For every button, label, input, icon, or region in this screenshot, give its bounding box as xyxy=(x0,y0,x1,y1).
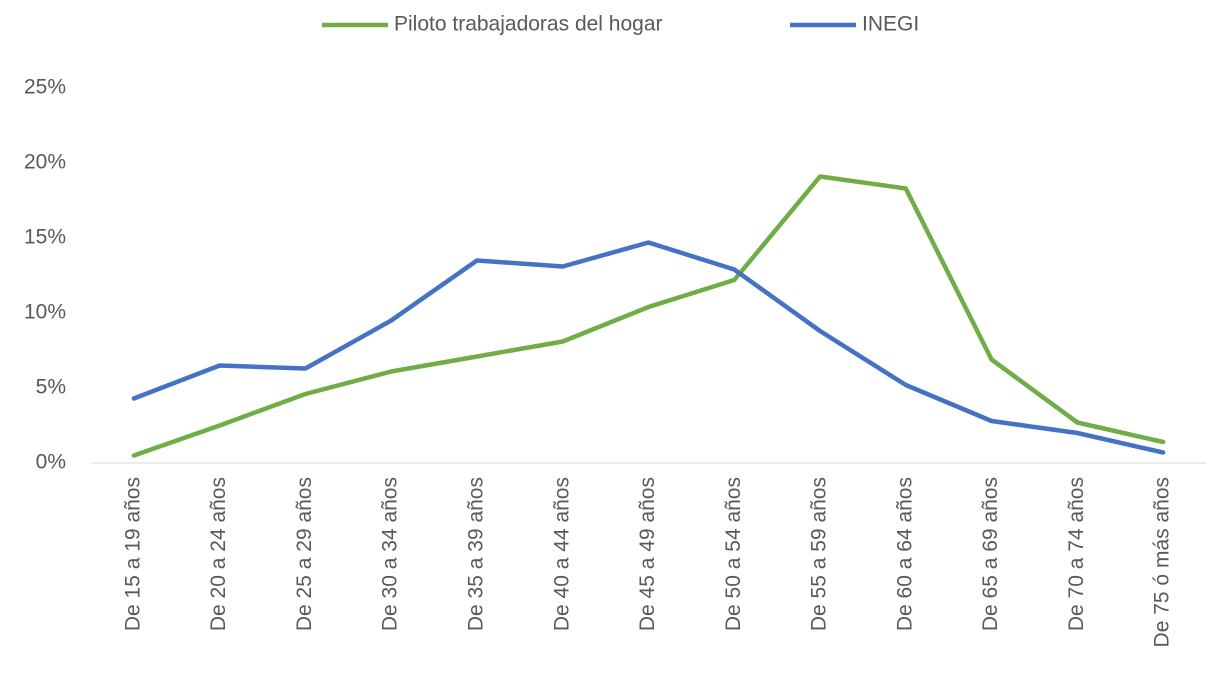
x-tick-label: De 75 ó más años xyxy=(1151,477,1174,647)
x-tick-label: De 35 a 39 años xyxy=(465,477,488,631)
series-line xyxy=(131,240,1166,455)
x-tick-label: De 20 a 24 años xyxy=(207,477,230,631)
y-tick-label: 10% xyxy=(24,301,66,324)
x-tick-label: De 65 a 69 años xyxy=(979,477,1002,631)
x-tick-label: De 50 a 54 años xyxy=(722,477,745,631)
x-tick-label: De 55 a 59 años xyxy=(808,477,831,631)
x-tick-label: De 60 a 64 años xyxy=(893,477,916,631)
y-tick-label: 15% xyxy=(24,226,66,249)
x-tick-label: De 70 a 74 años xyxy=(1065,477,1088,631)
y-tick-label: 0% xyxy=(36,451,66,474)
legend-label: INEGI xyxy=(862,13,919,36)
x-tick-label: De 45 a 49 años xyxy=(636,477,659,631)
y-tick-label: 20% xyxy=(24,151,66,174)
x-tick-label: De 30 a 34 años xyxy=(379,477,402,631)
series-line xyxy=(131,174,1166,458)
x-tick-label: De 15 a 19 años xyxy=(121,477,144,631)
legend-label: Piloto trabajadoras del hogar xyxy=(394,13,663,36)
y-tick-label: 25% xyxy=(24,76,66,99)
x-tick-label: De 25 a 29 años xyxy=(293,477,316,631)
y-tick-label: 5% xyxy=(36,376,66,399)
x-tick-label: De 40 a 44 años xyxy=(550,477,573,631)
